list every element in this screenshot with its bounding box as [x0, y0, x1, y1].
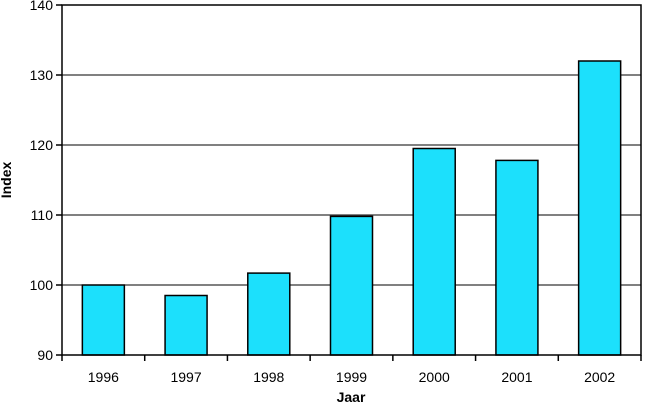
plot-area-frame — [61, 4, 642, 356]
bar-1999 — [329, 215, 374, 356]
y-tick-label: 110 — [31, 207, 54, 223]
bar-2002 — [577, 60, 622, 356]
bar-2001 — [495, 159, 539, 356]
x-tick-label: 1997 — [170, 369, 201, 385]
x-axis-ticks: 1996 1997 1998 1999 2000 2001 2002 — [61, 355, 642, 385]
x-tick-label: 2001 — [501, 369, 532, 385]
y-tick-label: 100 — [30, 277, 54, 293]
y-axis-title: Index — [0, 162, 14, 199]
y-tick-label: 130 — [30, 67, 54, 83]
x-tick-label: 2002 — [584, 369, 615, 385]
bar-1996 — [81, 284, 126, 356]
bar-2000 — [412, 147, 456, 356]
x-axis-title: Jaar — [337, 389, 366, 405]
x-tick-label: 2000 — [419, 369, 450, 385]
x-tick-label: 1996 — [88, 369, 119, 385]
y-tick-label: 140 — [30, 0, 54, 13]
bar-1998 — [247, 272, 291, 356]
y-tick-label: 90 — [37, 347, 53, 363]
bars — [81, 60, 622, 356]
x-tick-label: 1999 — [336, 369, 367, 385]
y-tick-label: 120 — [30, 137, 54, 153]
y-axis-ticks: 90 100 110 120 130 140 — [30, 0, 62, 363]
bar-1997 — [164, 294, 208, 356]
x-tick-label: 1998 — [253, 369, 284, 385]
